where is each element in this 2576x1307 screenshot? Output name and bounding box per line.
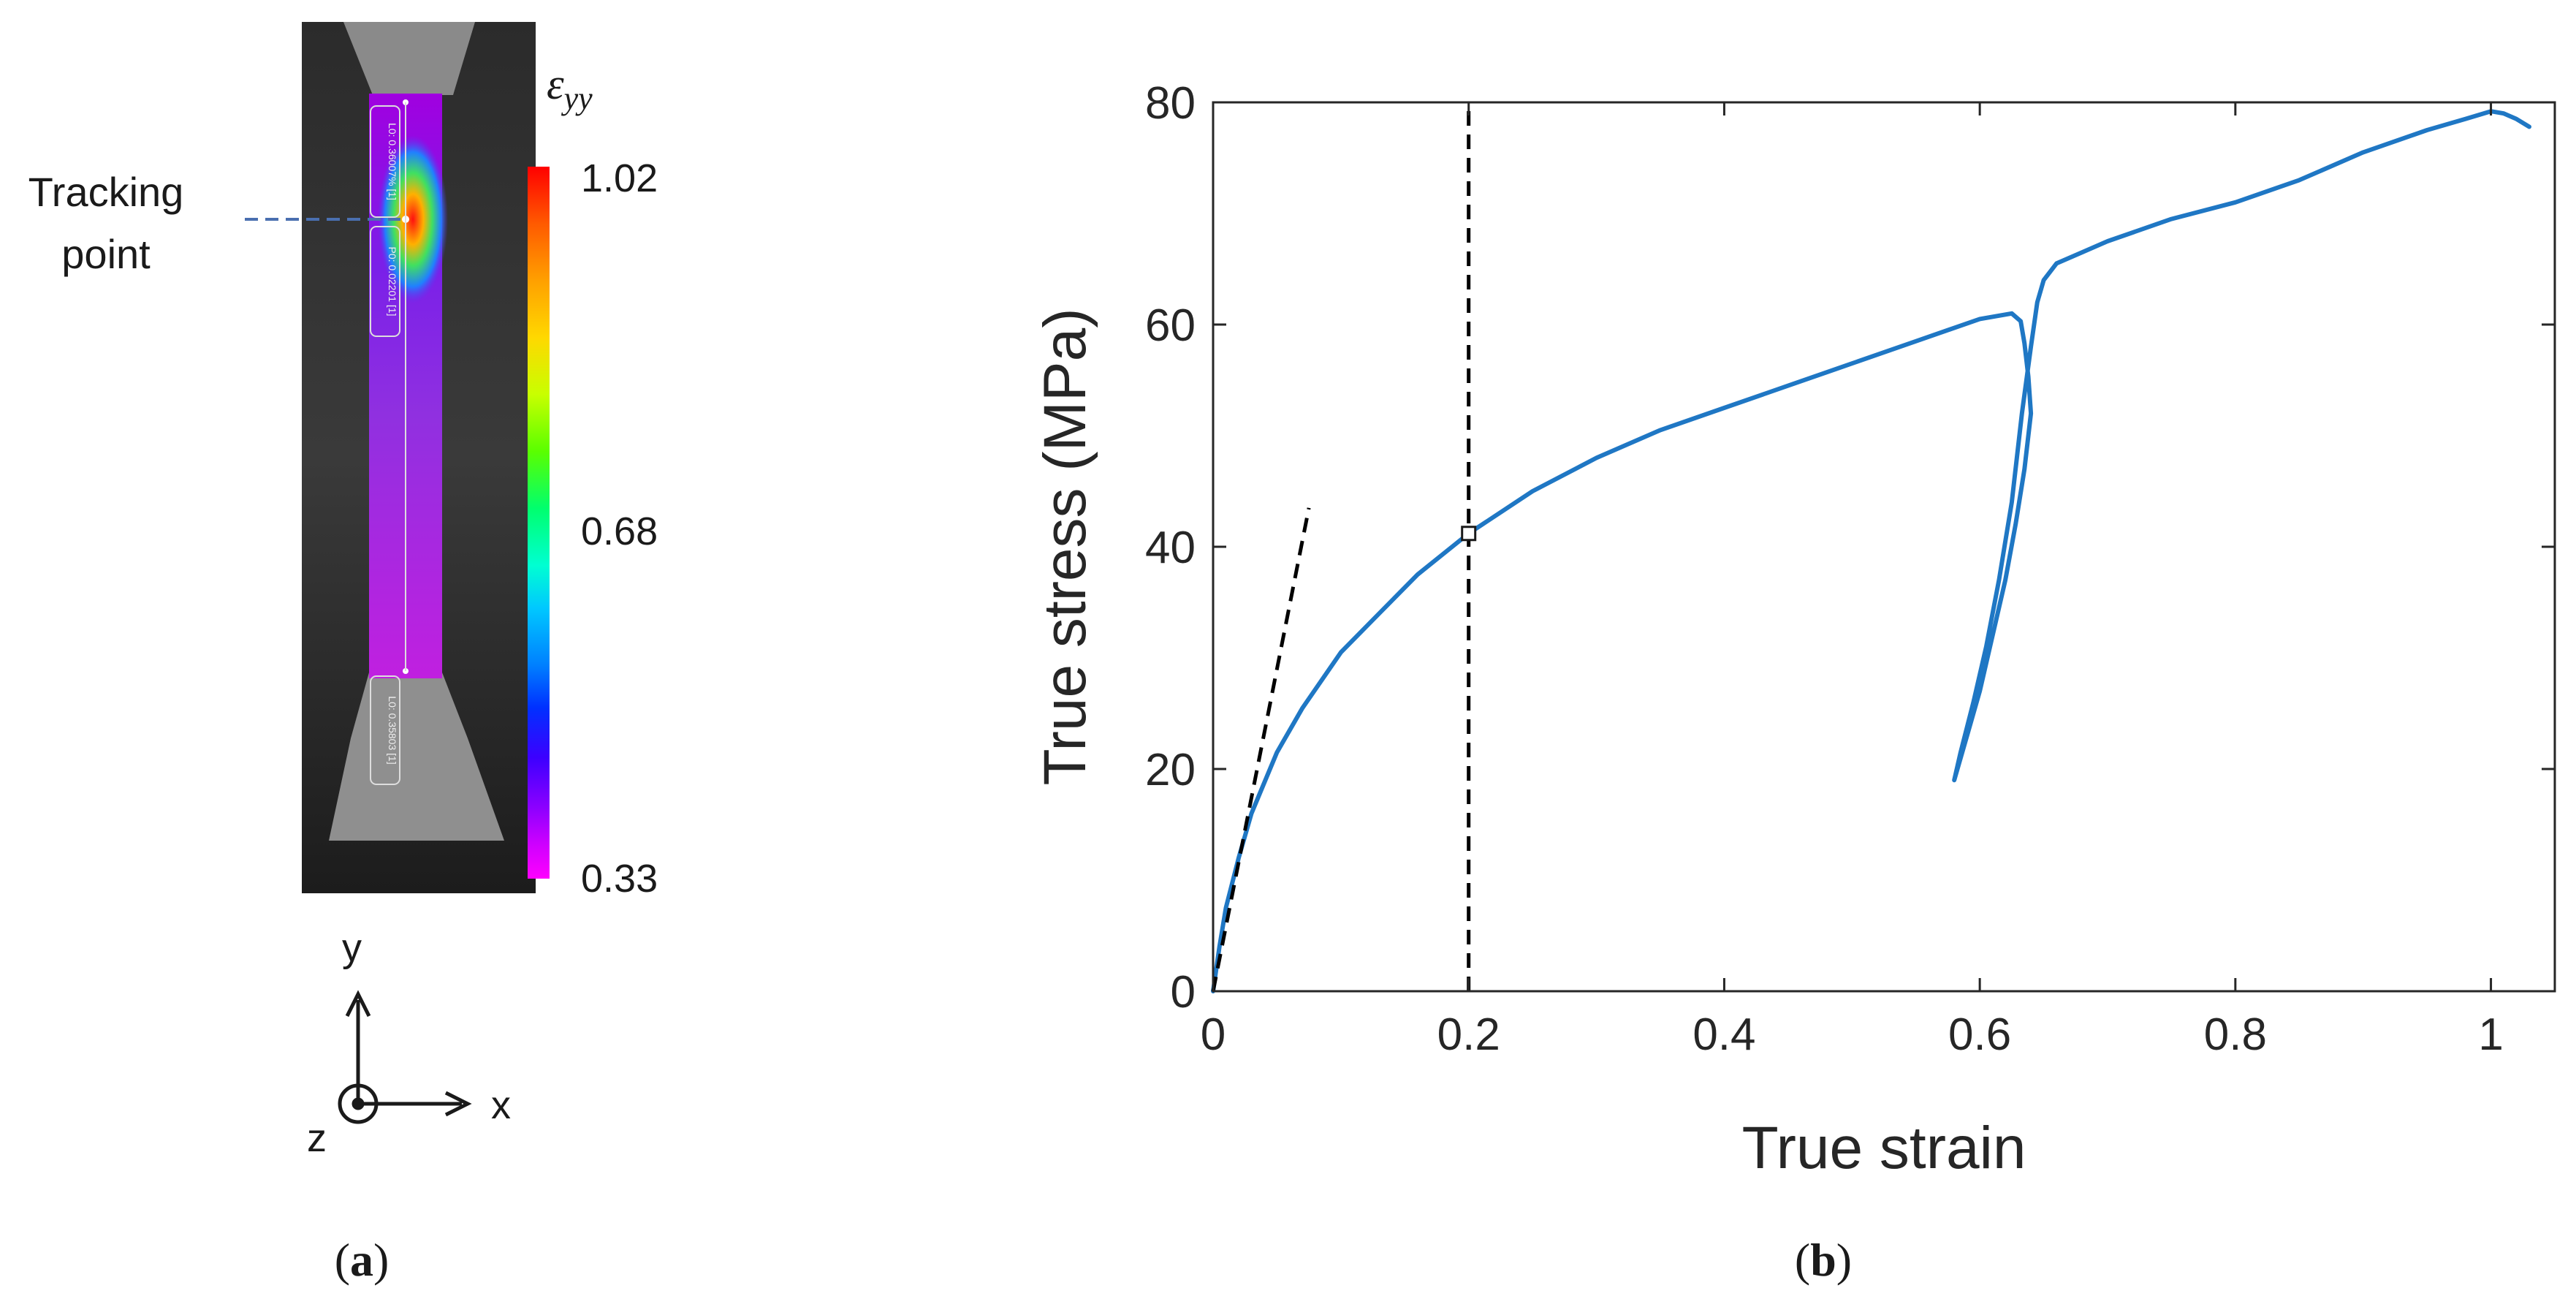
tracking-point-label-line1: Tracking (29, 169, 184, 215)
specimen-grip-bottom (329, 673, 504, 841)
y-tick-label: 60 (1145, 300, 1196, 351)
y-tick-label: 20 (1145, 745, 1196, 795)
specimen-label-box-3 (370, 675, 400, 785)
colorbar-title: εyy (547, 60, 593, 116)
x-tick-label: 1 (2478, 1009, 2503, 1060)
y-axis-label: True stress (MPa) (1032, 308, 1098, 785)
x-axis-label: True strain (1742, 1115, 2026, 1181)
specimen-label-box-1 (370, 105, 400, 218)
panel-a-graphic: L0: 0.36007% [1] P0: 0.02201 [1] L0: 0.3… (29, 22, 658, 1286)
specimen-label-box-2 (370, 226, 400, 337)
reference-marker (1461, 526, 1477, 542)
panel-a: L0: 0.36007% [1] P0: 0.02201 [1] L0: 0.3… (0, 0, 804, 1307)
x-tick-label: 0.6 (1948, 1009, 2011, 1060)
coordinate-triad (338, 990, 472, 1124)
panel-b-caption: (b) (1795, 1234, 1852, 1286)
stress-strain-chart: 0 0.2 0.4 0.6 0.8 1 0 20 40 60 80 True strain True… (1032, 78, 2556, 1286)
tracking-point-label-line2: point (61, 231, 151, 277)
specimen-label-1: L0: 0.36007% [1] (387, 123, 398, 200)
colorbar-tick-max: 1.02 (581, 156, 658, 200)
triad-y-label: y (342, 926, 362, 970)
colorbar-tick-mid: 0.68 (581, 509, 658, 553)
panel-b: 0 0.2 0.4 0.6 0.8 1 0 20 40 60 80 True strain True… (804, 0, 2576, 1307)
x-tick-label: 0.4 (1692, 1009, 1755, 1060)
y-tick-label: 40 (1145, 523, 1196, 573)
colorbar-tick-min: 0.33 (581, 857, 658, 901)
axis-ticks: 0 0.2 0.4 0.6 0.8 1 0 20 40 60 80 (1145, 78, 2555, 1060)
panel-a-caption-letter: a (350, 1234, 373, 1286)
colorbar-symbol: ε (547, 60, 564, 108)
svg-text:εyy: εyy (547, 60, 593, 116)
plot-content (1211, 102, 2531, 993)
colorbar (528, 167, 550, 879)
series-stress-strain-curve (1211, 109, 2531, 993)
specimen-grip-top (343, 22, 475, 95)
triad-z-label: z (307, 1116, 327, 1160)
specimen-label-2: P0: 0.02201 [1] (387, 247, 398, 317)
panel-a-caption: (a) (335, 1234, 390, 1286)
x-tick-label: 0.8 (2204, 1009, 2267, 1060)
y-tick-label: 80 (1145, 78, 1196, 129)
panel-b-caption-letter: b (1810, 1234, 1836, 1286)
plot-area (1213, 102, 2555, 991)
y-tick-label: 0 (1171, 967, 1196, 1018)
colorbar-subscript: yy (561, 80, 593, 116)
triad-x-label: x (491, 1083, 511, 1127)
series-elastic-slope-line (1211, 507, 1311, 992)
x-tick-label: 0.2 (1437, 1009, 1500, 1060)
x-tick-label: 0 (1201, 1009, 1226, 1060)
specimen-label-3: L0: 0.35803 [1] (387, 696, 398, 764)
strain-hotspot (378, 135, 448, 303)
